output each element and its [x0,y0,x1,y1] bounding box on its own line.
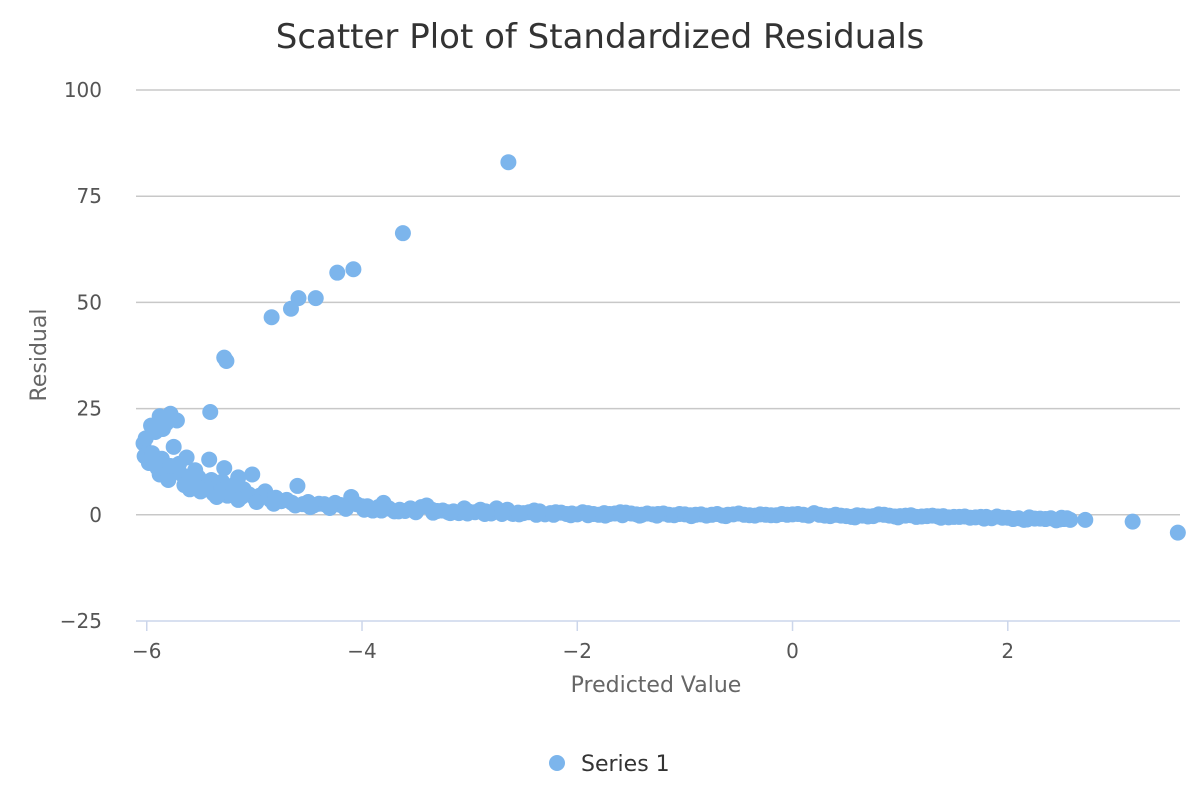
data-point[interactable] [337,500,354,517]
x-tick-label: −6 [132,639,161,663]
data-point[interactable] [329,264,346,281]
data-point[interactable] [890,509,907,526]
data-point[interactable] [137,430,154,447]
data-point[interactable] [165,438,182,455]
data-point[interactable] [933,509,950,526]
data-point[interactable] [1124,513,1141,530]
data-point[interactable] [459,505,476,522]
data-point[interactable] [287,497,304,514]
data-point[interactable] [216,460,233,477]
y-tick-label: −25 [60,609,102,633]
data-point[interactable] [158,415,175,432]
data-point[interactable] [528,506,545,523]
data-point[interactable] [580,507,597,524]
data-point[interactable] [394,225,411,242]
y-tick-label: 100 [64,78,102,102]
x-tick-label: 0 [786,639,799,663]
data-point[interactable] [1169,524,1186,541]
data-point[interactable] [263,309,280,326]
data-point[interactable] [202,403,219,420]
data-point[interactable] [545,506,562,523]
data-point[interactable] [302,499,319,516]
data-point[interactable] [476,505,493,522]
data-point[interactable] [614,507,631,524]
y-tick-label: 50 [77,290,102,314]
y-tick-label: 25 [77,397,102,421]
data-point[interactable] [1051,511,1068,528]
data-point[interactable] [201,451,218,468]
data-point[interactable] [230,491,247,508]
data-point[interactable] [648,507,665,524]
data-point[interactable] [717,508,734,525]
data-point[interactable] [425,504,442,521]
data-point[interactable] [144,445,161,462]
data-point[interactable] [562,507,579,524]
x-tick-label: −2 [563,639,592,663]
data-point[interactable] [597,507,614,524]
data-point[interactable] [176,477,193,494]
data-point[interactable] [683,508,700,525]
data-point[interactable] [248,494,265,511]
data-point[interactable] [160,471,177,488]
data-point[interactable] [171,455,188,472]
y-axis-ticks: 100 75 50 25 0 −25 [60,78,102,633]
legend-marker-series-1 [549,755,565,771]
x-axis-title: Predicted Value [571,673,742,698]
legend-label-series-1: Series 1 [581,752,670,777]
x-tick-label: −4 [347,639,376,663]
x-axis: −6 −4 −2 0 2 [132,620,1180,663]
data-point[interactable] [356,501,373,518]
data-point[interactable] [442,505,459,522]
y-axis-title: Residual [27,309,52,402]
y-tick-label: 0 [89,503,102,527]
data-point[interactable] [373,502,390,519]
data-point[interactable] [345,261,362,278]
data-point[interactable] [511,506,528,523]
data-point[interactable] [192,481,209,498]
data-point[interactable] [149,460,166,477]
data-point[interactable] [208,488,225,505]
data-point[interactable] [265,495,282,512]
data-point[interactable] [407,504,424,521]
y-tick-label: 75 [77,184,102,208]
x-tick-label: 2 [1001,639,1014,663]
chart-title: Scatter Plot of Standardized Residuals [276,17,925,57]
data-point[interactable] [1077,511,1094,528]
data-point[interactable] [493,505,510,522]
data-point[interactable] [307,290,324,307]
data-point[interactable] [321,500,338,517]
data-point[interactable] [976,510,993,527]
data-point[interactable] [846,509,863,526]
legend[interactable]: Series 1 [549,752,670,777]
data-point[interactable] [218,353,235,370]
data-point[interactable] [282,300,299,317]
data-point[interactable] [631,507,648,524]
data-point[interactable] [244,466,261,483]
data-point[interactable] [390,503,407,520]
data-point[interactable] [500,154,517,171]
data-point[interactable] [289,477,306,494]
data-point[interactable] [1019,511,1036,528]
data-points [135,154,1186,541]
data-point[interactable] [187,468,204,485]
